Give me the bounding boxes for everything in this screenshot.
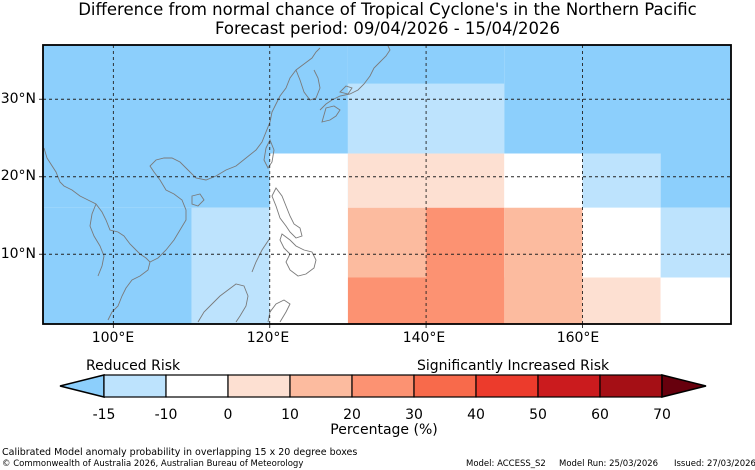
colorbar-bin-6	[475, 374, 539, 398]
cb-tick: 60	[591, 407, 609, 423]
x-tick-100E: 100°E	[91, 330, 135, 346]
footer-model-run: Model Run: 25/03/2026	[559, 459, 659, 469]
cb-tick: 40	[467, 407, 485, 423]
y-tick-20N: 20°N	[0, 168, 36, 184]
colorbar-bin-4	[351, 374, 415, 398]
x-tick-160E: 160°E	[556, 330, 600, 346]
map-frame	[42, 44, 732, 325]
colorbar-title: Percentage (%)	[330, 422, 438, 438]
cb-tick: -15	[92, 407, 116, 423]
grid-cell-2	[191, 207, 270, 324]
grid-cell-7	[347, 153, 505, 208]
colorbar-bin-8	[599, 374, 663, 398]
grid-cell-10	[660, 153, 731, 208]
grid-cell-8	[504, 153, 583, 208]
probability-grid	[43, 45, 731, 324]
grid-cell-9	[582, 153, 661, 208]
colorbar-bin-3	[289, 374, 353, 398]
cb-tick: 0	[223, 407, 233, 423]
footer-issued: Issued: 27/03/2026	[674, 459, 755, 469]
grid-cell-12	[426, 207, 505, 278]
colorbar-bin-7	[537, 374, 601, 398]
cb-tick: 30	[405, 407, 423, 423]
footer-note: Calibrated Model anomaly probability in …	[2, 447, 358, 458]
forecast-period: Forecast period: 09/04/2026 - 15/04/2026	[214, 19, 561, 38]
grid-cell-18	[660, 277, 731, 324]
y-tick-10N: 10°N	[0, 246, 36, 262]
chart-title: Difference from normal chance of Tropica…	[78, 0, 697, 19]
increased-risk-label: Significantly Increased Risk	[417, 358, 610, 374]
colorbar	[59, 374, 707, 398]
cb-tick: 70	[653, 407, 671, 423]
x-tick-140E: 140°E	[402, 330, 446, 346]
grid-cell-15	[660, 207, 731, 278]
cb-tick: 50	[529, 407, 547, 423]
cb-tick: -10	[154, 407, 178, 423]
colorbar-bin-1	[165, 374, 229, 398]
grid-cell-1	[43, 207, 192, 324]
grid-cell-17	[582, 277, 661, 324]
coastline	[43, 45, 391, 323]
reduced-risk-label: Reduced Risk	[86, 358, 181, 374]
footer-model: Model: ACCESS_S2	[466, 459, 546, 469]
colorbar-bin-2	[227, 374, 291, 398]
colorbar-over-arrow	[661, 374, 707, 398]
footer-copyright: © Commonwealth of Australia 2026, Austra…	[2, 459, 304, 469]
grid-cell-3	[269, 153, 348, 324]
cb-tick: 10	[281, 407, 299, 423]
y-tick-30N: 30°N	[0, 91, 36, 107]
cb-tick: 20	[343, 407, 361, 423]
colorbar-bin-5	[413, 374, 477, 398]
grid-cell-13	[504, 207, 583, 324]
grid-cell-14	[582, 207, 661, 278]
grid-cell-11	[347, 207, 427, 278]
colorbar-bin-0	[103, 374, 167, 398]
graticule	[39, 45, 731, 328]
x-tick-120E: 120°E	[246, 330, 290, 346]
colorbar-under-arrow	[59, 374, 105, 398]
grid-cell-6	[504, 45, 731, 154]
